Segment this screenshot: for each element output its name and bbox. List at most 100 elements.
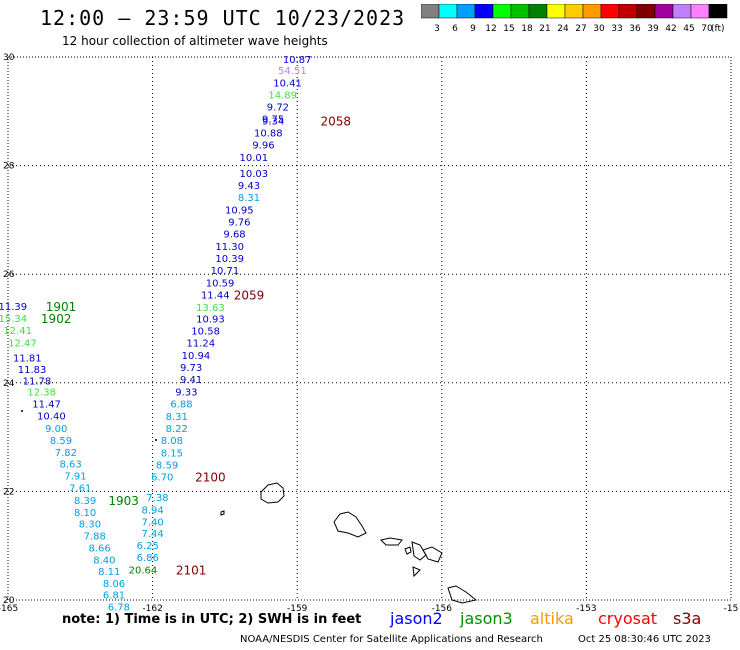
wave-height-label: 10.87 — [283, 55, 312, 66]
lat-tick-label: 30 — [3, 53, 15, 63]
wave-height-label: 12.47 — [8, 339, 37, 350]
lat-tick-label: 22 — [3, 487, 14, 497]
wave-height-label: 11.78 — [23, 377, 52, 388]
legend-label: 18 — [521, 24, 533, 34]
page-title: 12:00 – 23:59 UTC 10/23/2023 — [40, 6, 406, 30]
wave-height-label: 10.58 — [191, 327, 220, 338]
wave-height-label: 11.24 — [186, 339, 215, 350]
wave-height-label: 6.25 — [137, 541, 159, 552]
map-frame — [7, 56, 732, 601]
wave-height-label: 10.40 — [37, 411, 66, 422]
footer-note: note: 1) Time is in UTC; 2) SWH is in fe… — [62, 612, 362, 627]
wave-height-label: 13.63 — [196, 303, 225, 314]
color-legend: 3 6 9 12 15 18 21 24 27 30 33 36 39 42 45 70(ft) — [421, 4, 728, 34]
wave-height-label: 10.88 — [254, 128, 283, 139]
lon-tick-label: -15 — [724, 604, 739, 612]
wave-height-label: 10.41 — [273, 79, 302, 90]
lon-tick-label: -159 — [287, 604, 308, 612]
wave-height-label: 12.38 — [27, 387, 56, 398]
satellite-cryosat: cryosat — [598, 609, 658, 628]
wave-height-label: 6.81 — [103, 591, 125, 602]
wave-height-label: 9.00 — [45, 424, 67, 435]
pass-time-label: 2100 — [195, 471, 226, 485]
generated-time: Oct 25 08:30:46 UTC 2023 — [578, 634, 711, 645]
legend-label: 15 — [503, 24, 514, 34]
wave-height-label: 11.39 — [0, 302, 27, 313]
island-outline — [422, 546, 443, 563]
wave-height-label: 7.38 — [146, 493, 168, 504]
wave-height-label: 8.66 — [88, 543, 110, 554]
wave-height-label: 11.47 — [32, 399, 61, 410]
wave-height-label: 54.51 — [278, 66, 307, 77]
legend-label: 21 — [539, 24, 550, 34]
page-subtitle: 12 hour collection of altimeter wave hei… — [62, 34, 328, 48]
wave-height-label: 10.71 — [211, 266, 240, 277]
legend-label: 24 — [557, 24, 569, 34]
legend-label: 70 — [701, 24, 713, 34]
wave-height-label: 9.33 — [175, 387, 197, 398]
lon-tick-label: -156 — [432, 604, 453, 612]
legend-label: 3 — [434, 24, 440, 34]
legend-label: 33 — [611, 24, 622, 34]
satellite-jason3: jason3 — [460, 609, 513, 628]
lat-tick-label: 20 — [3, 596, 15, 606]
wave-height-label: 8.31 — [166, 412, 188, 423]
island-outline — [404, 546, 412, 555]
wave-height-label: 6.88 — [170, 399, 192, 410]
wave-height-label: 9.34 — [262, 117, 284, 128]
wave-height-label: 10.94 — [182, 351, 211, 362]
wave-height-label: 8.06 — [103, 579, 125, 590]
lat-tick-label: 28 — [3, 162, 15, 172]
pass-time-label: 1902 — [41, 312, 72, 326]
legend-label: 36 — [629, 24, 641, 34]
island-outline — [333, 511, 367, 538]
lat-tick-label: 24 — [3, 379, 15, 389]
wave-height-label: 8.63 — [60, 460, 82, 471]
wave-height-label: 7.40 — [141, 517, 163, 528]
wave-height-label: 8.39 — [74, 496, 96, 507]
satellite-jason2: jason2 — [390, 609, 443, 628]
legend-label: 6 — [452, 24, 458, 34]
wave-height-label: 12.41 — [3, 326, 32, 337]
legend-label: 27 — [575, 24, 586, 34]
wave-height-label: 8.22 — [166, 424, 188, 435]
wave-height-label: 10.59 — [206, 278, 235, 289]
wave-height-label: 9.96 — [252, 140, 274, 151]
wave-height-label: 11.44 — [201, 290, 230, 301]
legend-unit: (ft) — [711, 24, 725, 34]
wave-height-label: 10.03 — [239, 169, 268, 180]
wave-height-label: 8.40 — [93, 555, 115, 566]
legend-label: 39 — [647, 24, 659, 34]
wave-height-label: 8.11 — [98, 567, 120, 578]
wave-height-label: 7.82 — [55, 448, 77, 459]
wave-height-label: 9.68 — [223, 229, 245, 240]
lat-tick-label: 26 — [3, 270, 15, 280]
wave-height-label: 15.34 — [0, 314, 27, 325]
wave-height-label: 10.95 — [225, 206, 254, 217]
wave-height-label: 8.94 — [141, 505, 163, 516]
hawaiian-islands — [220, 482, 478, 604]
wave-height-label: 10.01 — [239, 153, 268, 164]
legend-label: 9 — [470, 24, 476, 34]
legend-label: 42 — [665, 24, 676, 34]
wave-height-label: 9.41 — [180, 375, 202, 386]
wave-height-label: 7.61 — [69, 484, 91, 495]
small-island — [21, 410, 23, 412]
satellite-s3a: s3a — [673, 609, 702, 628]
small-island — [155, 439, 157, 441]
island-outline — [447, 585, 478, 604]
island-outline — [260, 482, 285, 504]
wave-height-map: -165 -162 -159 -156 -153 -15 30 28 26 24 22 20 10.87… — [0, 53, 739, 612]
wave-height-label: 9.75 — [262, 114, 284, 125]
wave-height-label: 6.78 — [108, 603, 130, 612]
island-outline — [411, 541, 427, 561]
wave-height-label: 11.83 — [18, 365, 47, 376]
wave-height-label: 11.81 — [13, 353, 42, 364]
lon-tick-label: -162 — [142, 604, 162, 612]
wave-height-label: 14.89 — [268, 90, 297, 101]
legend-label: 12 — [485, 24, 496, 34]
wave-height-label: 9.72 — [267, 102, 289, 113]
island-outline — [412, 566, 421, 578]
